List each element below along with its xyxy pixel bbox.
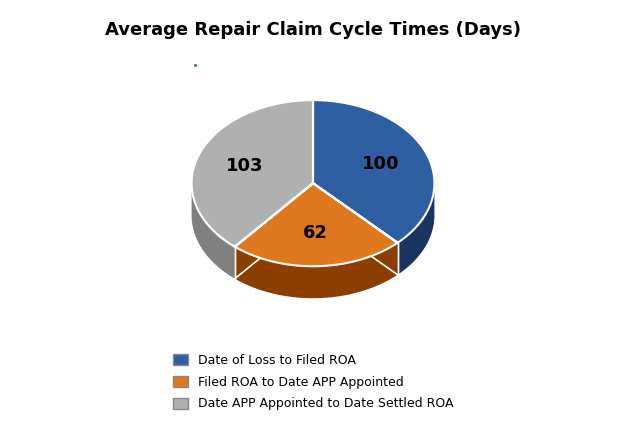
Text: 100: 100 <box>362 155 399 173</box>
Polygon shape <box>235 183 313 279</box>
Polygon shape <box>192 181 235 279</box>
Text: 62: 62 <box>303 224 328 242</box>
Polygon shape <box>235 183 313 279</box>
Polygon shape <box>235 183 398 266</box>
Polygon shape <box>398 182 434 275</box>
Polygon shape <box>313 183 398 275</box>
Polygon shape <box>313 100 434 243</box>
Polygon shape <box>313 183 398 275</box>
Polygon shape <box>192 100 313 247</box>
Text: Average Repair Claim Cycle Times (Days): Average Repair Claim Cycle Times (Days) <box>105 21 521 39</box>
Legend: Date of Loss to Filed ROA, Filed ROA to Date APP Appointed, Date APP Appointed t: Date of Loss to Filed ROA, Filed ROA to … <box>168 349 458 415</box>
Polygon shape <box>235 243 398 298</box>
Text: 103: 103 <box>226 157 264 175</box>
